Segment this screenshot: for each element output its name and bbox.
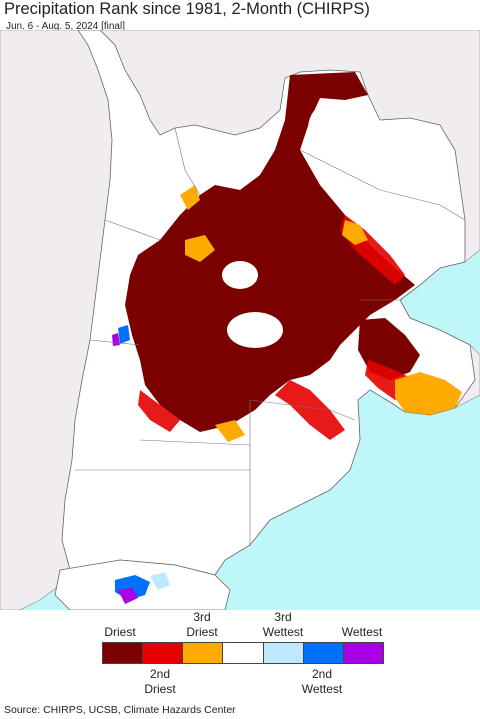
third-driest-paraguay <box>342 220 368 245</box>
map-title: Precipitation Rank since 1981, 2-Month (… <box>4 0 370 18</box>
legend-label-wettest: Wettest <box>341 625 383 639</box>
normal-patch-north <box>222 261 258 289</box>
internal-borders <box>75 127 466 545</box>
second-driest-south <box>275 380 345 440</box>
legend-label-driest: Driest <box>104 625 136 639</box>
precipitation-map <box>0 30 480 610</box>
source-credit: Source: CHIRPS, UCSB, Climate Hazards Ce… <box>4 704 236 716</box>
legend-swatch-2nd-wettest <box>303 643 344 663</box>
normal-patch-ne <box>308 108 332 152</box>
legend-swatch-2nd-driest <box>143 643 184 663</box>
third-driest-west <box>185 235 215 262</box>
third-driest-uruguay <box>395 372 462 415</box>
legend-label-3rd-wettest: 3rd Wettest <box>262 610 304 639</box>
legend-color-bar <box>102 642 384 664</box>
map-subtitle: Jun. 6 - Aug. 5, 2024 [final] <box>6 21 125 32</box>
legend-swatch-driest <box>103 643 144 663</box>
third-wettest-patch-south <box>150 572 170 590</box>
wet-patch-west <box>118 325 130 344</box>
second-driest-sw <box>138 390 180 432</box>
legend-label-2nd-driest: 2nd Driest <box>144 667 176 696</box>
driest-zone <box>125 72 415 432</box>
third-driest-north <box>180 185 200 210</box>
normal-patch-center <box>227 312 283 348</box>
legend-swatch-3rd-wettest <box>263 643 304 663</box>
legend-swatch-3rd-driest <box>183 643 224 663</box>
legend-label-3rd-driest: 3rd Driest <box>186 610 218 639</box>
legend-swatch-wettest <box>343 643 383 663</box>
third-driest-south <box>215 420 245 442</box>
legend-swatch-normal <box>223 643 264 663</box>
legend-label-2nd-wettest: 2nd Wettest <box>301 667 343 696</box>
normal-patch-south <box>259 410 291 430</box>
wettest-patch-south <box>118 588 138 604</box>
